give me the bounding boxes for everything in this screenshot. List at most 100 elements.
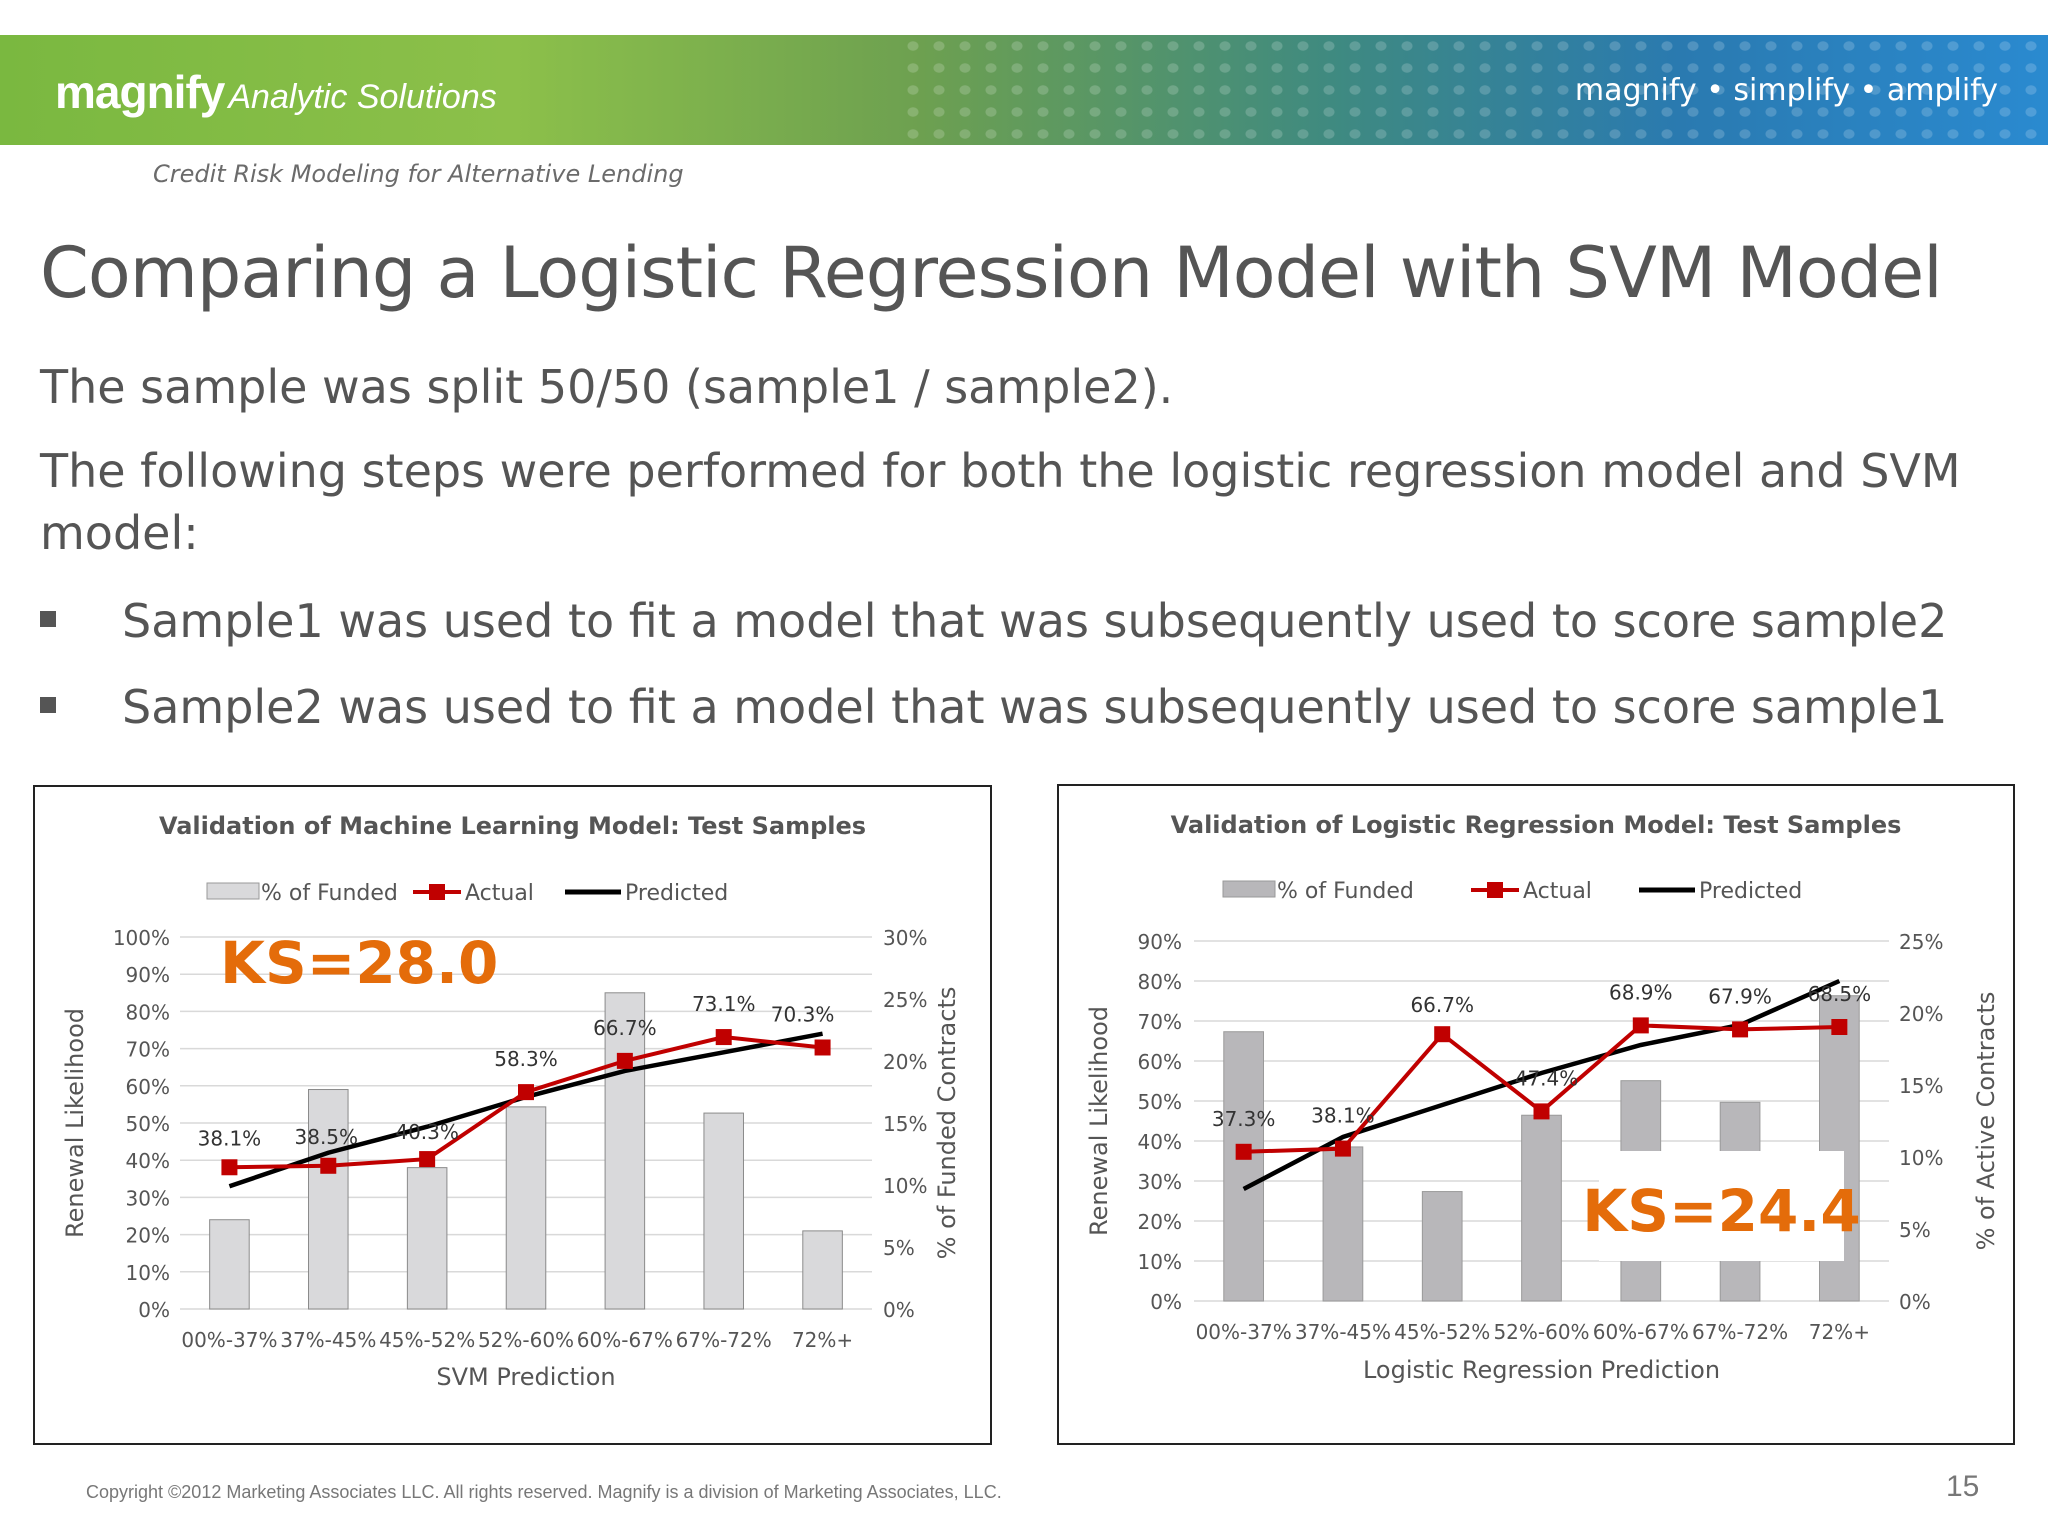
bar-funded [1223,1031,1265,1302]
actual-data-label: 40.3% [395,1120,459,1144]
x-tick-label: 60%-67% [577,1328,673,1352]
actual-data-label: 38.5% [295,1125,359,1149]
legend-predicted-label: Predicted [625,881,728,906]
paragraph-steps: The following steps were performed for b… [40,444,1961,560]
deck-subtitle: Credit Risk Modeling for Alternative Len… [153,160,684,188]
y-tick-label: 40% [1138,1130,1182,1154]
actual-data-label: 66.7% [1410,993,1474,1017]
legend-funded-swatch [1222,880,1276,898]
bar-funded [406,1167,448,1310]
y-tick-label: 90% [1138,930,1182,954]
legend-funded-swatch [206,882,260,900]
actual-data-label: 70.3% [771,1002,835,1026]
bar-funded [505,1106,547,1310]
svm-chart-panel: Validation of Machine Learning Model: Te… [33,785,992,1445]
x-tick-label: 72%+ [1809,1320,1870,1344]
y-tick-label: 30% [126,1186,170,1210]
page-number: 15 [1946,1470,1980,1503]
bar-funded [1421,1191,1463,1302]
y-axis-label: Renewal Likelihood [1085,1006,1113,1236]
x-tick-label: 72%+ [792,1328,853,1352]
actual-data-label: 38.1% [198,1126,262,1150]
actual-data-label: 38.1% [1311,1104,1375,1128]
y2-tick-label: 15% [883,1112,927,1136]
x-tick-label: 45%-52% [1394,1320,1490,1344]
y-tick-label: 10% [1138,1250,1182,1274]
actual-marker [1235,1143,1252,1160]
legend-actual-marker [1487,882,1503,898]
logo-brand: magnify [55,66,225,118]
y-tick-label: 70% [1138,1010,1182,1034]
legend-actual-label: Actual [1523,879,1592,904]
legend-actual-marker [429,884,445,900]
logistic-chart-panel: Validation of Logistic Regression Model:… [1057,784,2015,1445]
slide-title: Comparing a Logistic Regression Model wi… [40,232,1943,314]
y-tick-label: 0% [1150,1290,1182,1314]
svm-validation-chart: Validation of Machine Learning Model: Te… [61,812,961,1391]
y-tick-label: 50% [1138,1090,1182,1114]
ks-annotation: KS=28.0 [220,929,498,997]
actual-marker [1334,1140,1351,1157]
y-tick-label: 20% [126,1224,170,1248]
y-tick-label: 60% [126,1075,170,1099]
bar-funded [209,1219,250,1310]
legend-predicted-label: Predicted [1699,879,1802,904]
actual-marker [1831,1019,1848,1035]
actual-marker [1533,1103,1550,1120]
x-tick-label: 45%-52% [379,1328,475,1352]
y2-tick-label: 25% [883,988,927,1012]
banner-pattern [900,35,2048,145]
y-axis-label: Renewal Likelihood [61,1008,89,1238]
actual-marker [814,1039,831,1056]
actual-data-label: 37.3% [1212,1107,1276,1131]
y2-tick-label: 5% [883,1236,915,1260]
y-tick-label: 40% [126,1149,170,1173]
y2-tick-label: 20% [1899,1002,1943,1026]
y-tick-label: 80% [1138,970,1182,994]
y2-tick-label: 0% [883,1298,915,1322]
company-logo: magnify Analytic Solutions [55,65,497,119]
bullet-item: Sample2 was used to fit a model that was… [40,680,1947,734]
bar-funded [604,992,646,1310]
y2-axis-label: % of Active Contracts [1972,992,2000,1251]
y2-axis-label: % of Funded Contracts [933,987,961,1260]
ks-annotation: KS=24.4 [1582,1177,1860,1245]
y-tick-label: 30% [1138,1170,1182,1194]
chart-title: Validation of Machine Learning Model: Te… [159,812,866,840]
y2-tick-label: 10% [883,1174,927,1198]
actual-marker [715,1029,732,1046]
actual-data-label: 73.1% [692,992,756,1016]
actual-data-label: 67.9% [1708,984,1772,1008]
legend-funded-label: % of Funded [261,881,398,906]
x-tick-label: 60%-67% [1593,1320,1689,1344]
y2-tick-label: 30% [883,926,927,950]
x-tick-label: 00%-37% [1196,1320,1292,1344]
x-tick-label: 67%-72% [1692,1320,1788,1344]
x-tick-label: 67%-72% [676,1328,772,1352]
actual-marker [1434,1026,1451,1043]
chart-title: Validation of Logistic Regression Model:… [1171,811,1902,839]
bullet-text: Sample1 was used to fit a model that was… [122,594,1948,648]
y-tick-label: 90% [126,963,170,987]
x-axis-label: SVM Prediction [436,1363,615,1391]
actual-data-label: 68.9% [1609,980,1673,1004]
ks-annotation-background [1599,1151,1844,1261]
y2-tick-label: 0% [1899,1290,1931,1314]
bullet-square-icon [40,696,56,713]
bullet-text: Sample2 was used to fit a model that was… [122,680,1948,734]
y-tick-label: 50% [126,1112,170,1136]
y2-tick-label: 10% [1899,1146,1943,1170]
x-axis-label: Logistic Regression Prediction [1363,1356,1720,1384]
logo-sub: Analytic Solutions [228,78,497,116]
actual-marker [616,1052,633,1069]
logistic-validation-chart: Validation of Logistic Regression Model:… [1085,811,2000,1384]
actual-marker [320,1157,337,1174]
actual-marker [221,1159,238,1176]
y-tick-label: 100% [113,926,170,950]
x-tick-label: 52%-60% [478,1328,574,1352]
bullet-item: Sample1 was used to fit a model that was… [40,594,1947,648]
legend-funded-label: % of Funded [1277,879,1414,904]
y-tick-label: 0% [138,1298,170,1322]
x-tick-label: 52%-60% [1493,1320,1589,1344]
bar-funded [308,1089,349,1310]
